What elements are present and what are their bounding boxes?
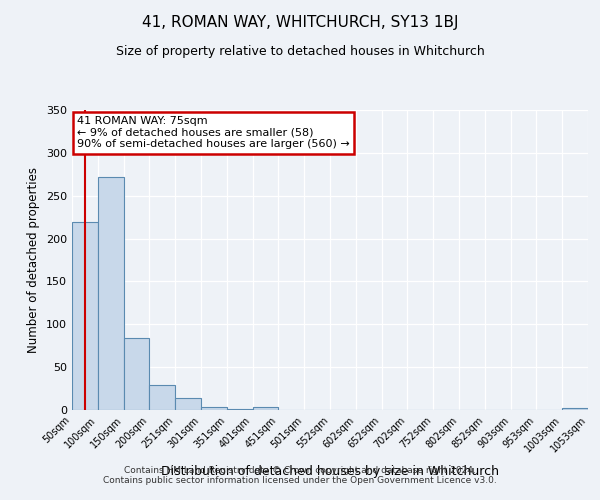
Text: Size of property relative to detached houses in Whitchurch: Size of property relative to detached ho… [116,45,484,58]
Bar [72,222,98,410]
Bar [227,409,253,410]
Bar [149,385,175,410]
Y-axis label: Number of detached properties: Number of detached properties [28,167,40,353]
Bar [562,408,588,410]
Text: 41, ROMAN WAY, WHITCHURCH, SY13 1BJ: 41, ROMAN WAY, WHITCHURCH, SY13 1BJ [142,15,458,30]
Text: Contains HM Land Registry data © Crown copyright and database right 2024.
Contai: Contains HM Land Registry data © Crown c… [103,466,497,485]
Bar [253,408,278,410]
Bar [124,338,149,410]
Bar [175,398,201,410]
X-axis label: Distribution of detached houses by size in Whitchurch: Distribution of detached houses by size … [161,465,499,478]
Bar [201,406,227,410]
Bar [98,177,124,410]
Text: 41 ROMAN WAY: 75sqm
← 9% of detached houses are smaller (58)
90% of semi-detache: 41 ROMAN WAY: 75sqm ← 9% of detached hou… [77,116,350,149]
